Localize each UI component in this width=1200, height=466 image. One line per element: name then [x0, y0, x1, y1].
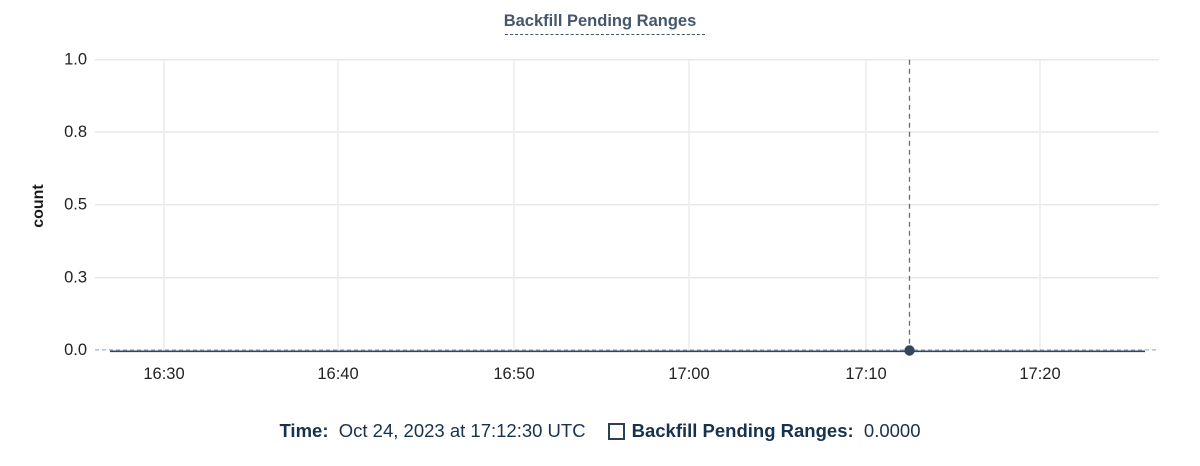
svg-text:16:40: 16:40: [317, 365, 358, 383]
svg-text:0.3: 0.3: [64, 269, 87, 287]
svg-text:0.0: 0.0: [64, 341, 87, 359]
svg-text:16:30: 16:30: [143, 365, 184, 383]
svg-text:1.0: 1.0: [64, 51, 87, 69]
svg-text:17:00: 17:00: [668, 365, 709, 383]
svg-text:0.5: 0.5: [64, 196, 87, 214]
svg-text:16:50: 16:50: [493, 365, 534, 383]
svg-text:17:10: 17:10: [845, 365, 886, 383]
svg-text:0.8: 0.8: [64, 123, 87, 141]
svg-text:17:20: 17:20: [1019, 365, 1060, 383]
